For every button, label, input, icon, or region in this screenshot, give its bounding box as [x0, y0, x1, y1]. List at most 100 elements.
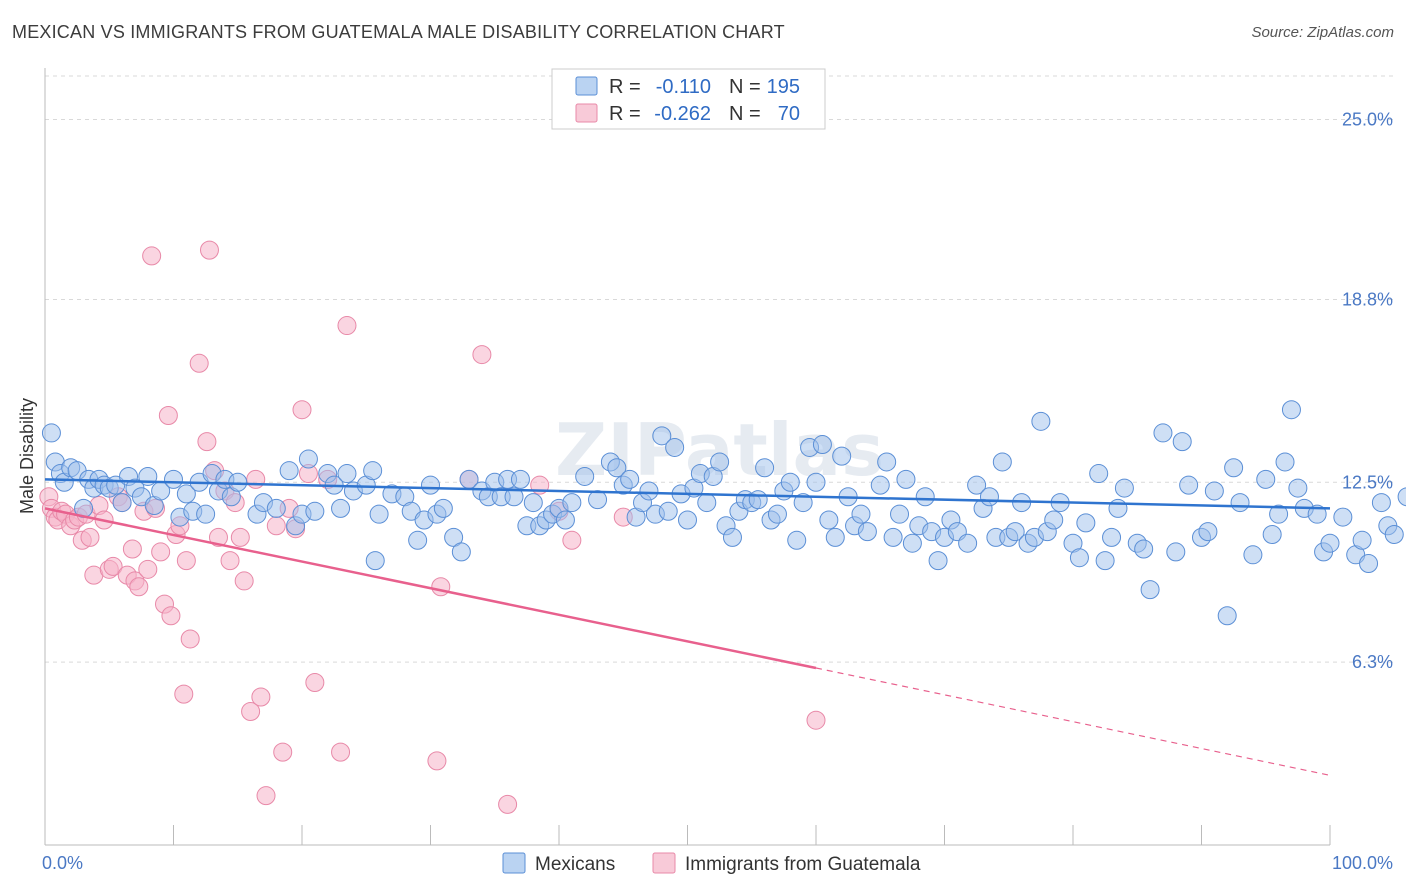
data-point-mexicans — [331, 498, 351, 518]
data-point-mexicans — [851, 504, 871, 524]
correlation-legend: R = -0.110 N = 195 R = -0.262 N = 70 — [551, 68, 826, 130]
data-point-guatemala — [151, 542, 171, 562]
data-point-guatemala — [158, 406, 178, 426]
data-point-mexicans — [658, 501, 678, 521]
y-tick-label: 12.5% — [1342, 472, 1393, 492]
data-point-guatemala — [256, 786, 276, 806]
data-point-guatemala — [220, 551, 240, 571]
data-point-mexicans — [748, 490, 768, 510]
data-point-mexicans — [697, 493, 717, 513]
data-point-mexicans — [1114, 478, 1134, 498]
data-point-mexicans — [369, 504, 389, 524]
trend-line-guatemala — [44, 507, 817, 670]
data-point-guatemala — [266, 516, 286, 536]
data-point-mexicans — [832, 446, 852, 466]
data-point-mexicans — [523, 493, 543, 513]
data-point-guatemala — [305, 672, 325, 692]
data-point-mexicans — [812, 435, 832, 455]
data-point-mexicans — [1095, 551, 1115, 571]
data-point-mexicans — [1224, 458, 1244, 478]
data-point-mexicans — [755, 458, 775, 478]
trend-lines — [44, 478, 1331, 776]
data-point-mexicans — [1166, 542, 1186, 562]
data-point-guatemala — [251, 687, 271, 707]
data-point-mexicans — [928, 551, 948, 571]
data-point-mexicans — [298, 449, 318, 469]
data-point-guatemala — [138, 559, 158, 579]
data-point-mexicans — [992, 452, 1012, 472]
legend-n-value: 70 — [778, 103, 800, 125]
data-point-mexicans — [1397, 487, 1406, 507]
data-point-guatemala — [562, 530, 582, 550]
data-point-mexicans — [555, 510, 575, 530]
data-point-mexicans — [1076, 513, 1096, 533]
data-point-mexicans — [870, 475, 890, 495]
data-point-mexicans — [176, 484, 196, 504]
data-point-guatemala — [80, 527, 100, 547]
data-point-mexicans — [1371, 493, 1391, 513]
legend-swatch-guatemala — [575, 103, 598, 123]
data-point-mexicans — [365, 551, 385, 571]
data-point-guatemala — [176, 551, 196, 571]
series-legend-swatch-mexicans — [502, 852, 526, 874]
legend-r-label: R = — [609, 103, 641, 125]
data-point-mexicans — [433, 498, 453, 518]
data-point-mexicans — [639, 481, 659, 501]
legend-r-value: -0.262 — [654, 103, 711, 125]
data-point-guatemala — [199, 240, 219, 260]
data-point-mexicans — [1269, 504, 1289, 524]
data-point-mexicans — [1102, 527, 1122, 547]
trend-line-guatemala-extension — [815, 667, 1331, 776]
data-point-mexicans — [279, 461, 299, 481]
data-point-mexicans — [41, 423, 61, 443]
data-point-guatemala — [189, 353, 209, 373]
data-point-guatemala — [431, 577, 451, 597]
data-point-mexicans — [678, 510, 697, 530]
data-point-mexicans — [510, 469, 530, 489]
data-point-mexicans — [1307, 504, 1327, 524]
source-label: Source: ZipAtlas.com — [1251, 24, 1394, 41]
legend-n-label: N = — [729, 103, 761, 125]
data-point-mexicans — [1281, 400, 1301, 420]
data-point-mexicans — [1320, 533, 1340, 553]
data-point-mexicans — [305, 501, 325, 521]
data-point-mexicans — [1204, 481, 1224, 501]
data-point-mexicans — [451, 542, 471, 562]
data-point-guatemala — [241, 702, 261, 722]
data-point-mexicans — [665, 437, 685, 457]
data-point-mexicans — [883, 527, 903, 547]
data-point-mexicans — [1044, 510, 1064, 530]
data-point-guatemala — [246, 469, 266, 489]
data-point-mexicans — [337, 464, 357, 484]
legend-n-value: 195 — [767, 76, 800, 98]
data-point-guatemala — [292, 400, 312, 420]
data-point-mexicans — [1108, 498, 1128, 518]
data-point-mexicans — [504, 487, 524, 507]
data-point-guatemala — [472, 345, 492, 365]
data-point-mexicans — [1005, 522, 1025, 542]
data-point-mexicans — [767, 504, 787, 524]
y-tick-label: 18.8% — [1342, 289, 1393, 309]
data-point-mexicans — [421, 475, 440, 495]
data-point-mexicans — [1352, 530, 1372, 550]
series-guatemala-points — [39, 240, 826, 814]
data-point-mexicans — [575, 466, 595, 486]
series-legend-label-guatemala: Immigrants from Guatemala — [685, 854, 921, 875]
data-point-mexicans — [1359, 554, 1379, 574]
data-point-guatemala — [161, 606, 181, 626]
data-point-mexicans — [915, 487, 935, 507]
data-point-guatemala — [122, 539, 142, 559]
legend-r-value: -0.110 — [656, 76, 711, 98]
data-point-guatemala — [174, 684, 194, 704]
data-point-mexicans — [787, 530, 807, 550]
data-point-mexicans — [1217, 606, 1237, 626]
data-point-mexicans — [1230, 493, 1250, 513]
data-point-mexicans — [896, 469, 916, 489]
data-point-mexicans — [1243, 545, 1263, 565]
data-point-mexicans — [1031, 411, 1051, 431]
data-point-guatemala — [180, 629, 200, 649]
data-point-mexicans — [979, 487, 999, 507]
data-point-mexicans — [1288, 478, 1308, 498]
data-point-mexicans — [806, 472, 826, 492]
